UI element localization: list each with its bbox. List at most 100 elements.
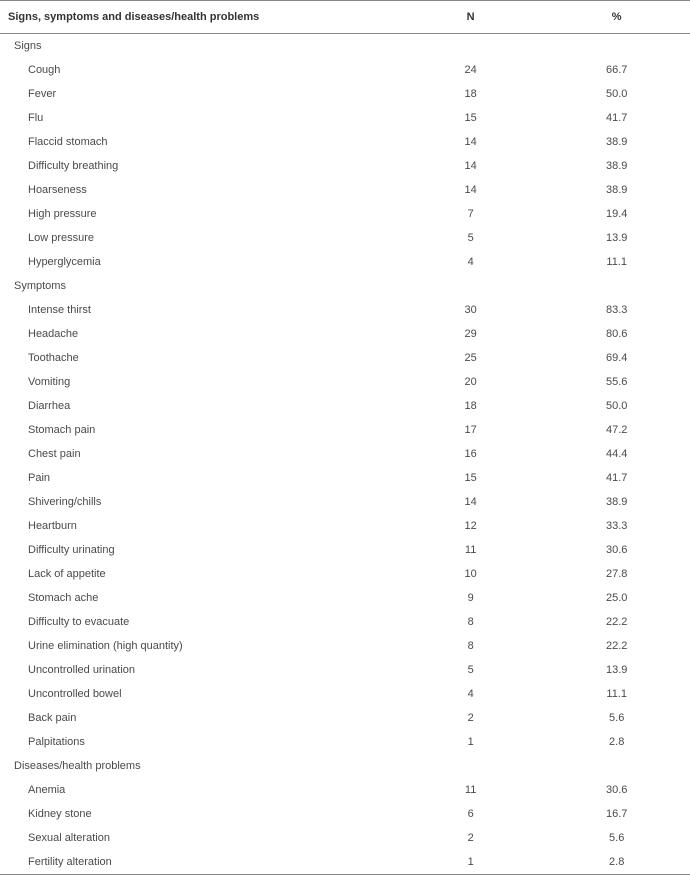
- section-row: Diseases/health problems: [0, 754, 690, 778]
- table-row: Vomiting2055.6: [0, 370, 690, 394]
- cell-n: 8: [398, 634, 544, 658]
- cell-n: 24: [398, 58, 544, 82]
- cell-pct: 80.6: [543, 322, 690, 346]
- cell-n: 15: [398, 466, 544, 490]
- cell-label: Hyperglycemia: [0, 250, 398, 274]
- cell-n: 11: [398, 778, 544, 802]
- cell-pct: 30.6: [543, 538, 690, 562]
- table-row: Difficulty breathing1438.9: [0, 154, 690, 178]
- table-row: Pain1541.7: [0, 466, 690, 490]
- table-row: Anemia1130.6: [0, 778, 690, 802]
- cell-pct: 33.3: [543, 514, 690, 538]
- cell-label: Flaccid stomach: [0, 130, 398, 154]
- cell-label: Urine elimination (high quantity): [0, 634, 398, 658]
- header-n: N: [398, 1, 544, 34]
- cell-n: 5: [398, 226, 544, 250]
- table-row: Cough2466.7: [0, 58, 690, 82]
- cell-label: Difficulty breathing: [0, 154, 398, 178]
- table-row: Stomach ache925.0: [0, 586, 690, 610]
- header-label: Signs, symptoms and diseases/health prob…: [0, 1, 398, 34]
- cell-pct: 41.7: [543, 466, 690, 490]
- table-row: Flu1541.7: [0, 106, 690, 130]
- cell-label: Shivering/chills: [0, 490, 398, 514]
- table-row: Hyperglycemia411.1: [0, 250, 690, 274]
- cell-n: 9: [398, 586, 544, 610]
- cell-n: 18: [398, 394, 544, 418]
- cell-pct: 16.7: [543, 802, 690, 826]
- cell-n: 14: [398, 490, 544, 514]
- header-pct: %: [543, 1, 690, 34]
- table-row: Difficulty urinating1130.6: [0, 538, 690, 562]
- cell-pct: 11.1: [543, 682, 690, 706]
- section-row: Signs: [0, 34, 690, 59]
- cell-n: 4: [398, 250, 544, 274]
- cell-label: Lack of appetite: [0, 562, 398, 586]
- table-row: Urine elimination (high quantity)822.2: [0, 634, 690, 658]
- table-body: Signs, symptoms and diseases/health prob…: [0, 1, 690, 875]
- cell-label: Headache: [0, 322, 398, 346]
- cell-label: Uncontrolled urination: [0, 658, 398, 682]
- cell-pct: 27.8: [543, 562, 690, 586]
- cell-n: 7: [398, 202, 544, 226]
- table-row: Headache2980.6: [0, 322, 690, 346]
- cell-pct: 22.2: [543, 634, 690, 658]
- cell-label: Low pressure: [0, 226, 398, 250]
- cell-n: 17: [398, 418, 544, 442]
- cell-n: 15: [398, 106, 544, 130]
- table-row: Chest pain1644.4: [0, 442, 690, 466]
- cell-pct: 11.1: [543, 250, 690, 274]
- cell-pct: 38.9: [543, 490, 690, 514]
- cell-n: 20: [398, 370, 544, 394]
- table-row: Sexual alteration25.6: [0, 826, 690, 850]
- section-row: Symptoms: [0, 274, 690, 298]
- table-row: Toothache2569.4: [0, 346, 690, 370]
- cell-pct: 2.8: [543, 850, 690, 875]
- table-row: Hoarseness1438.9: [0, 178, 690, 202]
- cell-label: Difficulty to evacuate: [0, 610, 398, 634]
- cell-n: 1: [398, 850, 544, 875]
- cell-n: 4: [398, 682, 544, 706]
- cell-n: 14: [398, 154, 544, 178]
- cell-label: Uncontrolled bowel: [0, 682, 398, 706]
- cell-n: 14: [398, 130, 544, 154]
- cell-label: High pressure: [0, 202, 398, 226]
- cell-label: Stomach ache: [0, 586, 398, 610]
- cell-label: Back pain: [0, 706, 398, 730]
- cell-pct: 47.2: [543, 418, 690, 442]
- table-row: Stomach pain1747.2: [0, 418, 690, 442]
- cell-label: Pain: [0, 466, 398, 490]
- cell-pct: 30.6: [543, 778, 690, 802]
- section-title: Diseases/health problems: [0, 754, 690, 778]
- cell-pct: 44.4: [543, 442, 690, 466]
- table-row: Difficulty to evacuate822.2: [0, 610, 690, 634]
- table-row: Fertility alteration12.8: [0, 850, 690, 875]
- cell-n: 5: [398, 658, 544, 682]
- table-row: Heartburn1233.3: [0, 514, 690, 538]
- cell-label: Vomiting: [0, 370, 398, 394]
- cell-label: Diarrhea: [0, 394, 398, 418]
- table-row: Fever1850.0: [0, 82, 690, 106]
- cell-label: Heartburn: [0, 514, 398, 538]
- cell-pct: 5.6: [543, 826, 690, 850]
- symptoms-table: Signs, symptoms and diseases/health prob…: [0, 0, 690, 875]
- cell-label: Sexual alteration: [0, 826, 398, 850]
- cell-n: 1: [398, 730, 544, 754]
- cell-n: 10: [398, 562, 544, 586]
- cell-pct: 55.6: [543, 370, 690, 394]
- cell-pct: 69.4: [543, 346, 690, 370]
- section-title: Symptoms: [0, 274, 690, 298]
- cell-label: Cough: [0, 58, 398, 82]
- cell-pct: 38.9: [543, 130, 690, 154]
- table-row: Flaccid stomach1438.9: [0, 130, 690, 154]
- cell-n: 2: [398, 826, 544, 850]
- cell-label: Fertility alteration: [0, 850, 398, 875]
- cell-pct: 38.9: [543, 154, 690, 178]
- table-row: Uncontrolled bowel411.1: [0, 682, 690, 706]
- cell-n: 8: [398, 610, 544, 634]
- cell-pct: 66.7: [543, 58, 690, 82]
- cell-pct: 50.0: [543, 394, 690, 418]
- table-row: Diarrhea1850.0: [0, 394, 690, 418]
- cell-label: Intense thirst: [0, 298, 398, 322]
- cell-pct: 2.8: [543, 730, 690, 754]
- cell-pct: 13.9: [543, 658, 690, 682]
